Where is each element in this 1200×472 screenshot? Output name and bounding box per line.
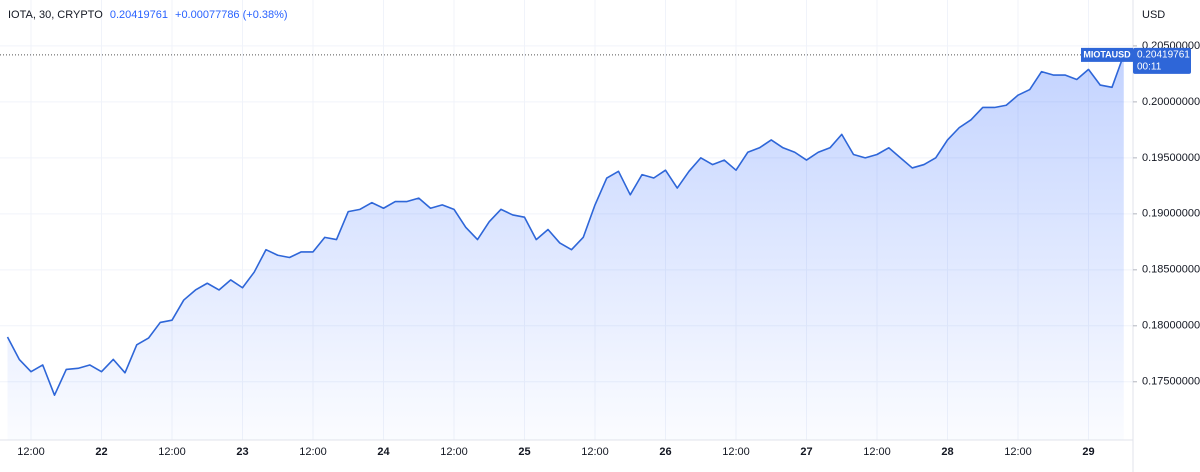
price-tag-label: 0.20419761 xyxy=(1137,50,1190,61)
header: IOTA, 30, CRYPTO 0.20419761 +0.00077786 … xyxy=(8,9,292,21)
x-tick-label: 12:00 xyxy=(722,446,750,458)
x-tick-label: 12:00 xyxy=(17,446,45,458)
price-line xyxy=(6,54,1125,397)
x-tick-label: 26 xyxy=(659,446,671,458)
x-tick-label: 12:00 xyxy=(158,446,186,458)
symbol-tag-label: MIOTAUSD xyxy=(1083,49,1131,59)
x-tick-label: 28 xyxy=(941,446,953,458)
area-fill xyxy=(7,54,1124,441)
y-tick-label: 0.19000000 xyxy=(1142,208,1200,220)
currency: USD xyxy=(1142,9,1165,21)
change: +0.00077786 (+0.38%) xyxy=(175,9,288,21)
x-tick-label: 12:00 xyxy=(440,446,468,458)
y-tick-label: 0.17500000 xyxy=(1142,376,1200,388)
x-tick-label: 25 xyxy=(518,446,530,458)
x-tick-label: 23 xyxy=(236,446,248,458)
y-tick-label: 0.18500000 xyxy=(1142,264,1200,276)
x-tick-label: 12:00 xyxy=(863,446,891,458)
symbol-tag xyxy=(1081,47,1133,62)
symbol: IOTA, 30, CRYPTO xyxy=(8,9,103,21)
y-tick-label: 0.19500000 xyxy=(1142,152,1200,164)
x-tick-label: 12:00 xyxy=(581,446,609,458)
price: 0.20419761 xyxy=(109,9,168,21)
price-tag xyxy=(1133,47,1191,74)
y-tick-label: 0.18000000 xyxy=(1142,320,1200,332)
countdown: 00:11 xyxy=(1137,62,1162,73)
x-tick-label: 22 xyxy=(95,446,107,458)
axes: 0.17500000 0.18000000 0.18500000 0.19000000… xyxy=(17,40,1200,458)
x-tick-label: 12:00 xyxy=(299,446,327,458)
x-tick-label: 27 xyxy=(800,446,812,458)
y-tick-label: 0.20000000 xyxy=(1142,96,1200,108)
plot xyxy=(0,54,1133,441)
x-tick-label: 24 xyxy=(377,446,390,458)
x-tick-label: 29 xyxy=(1082,446,1094,458)
x-tick-label: 12:00 xyxy=(1004,446,1032,458)
